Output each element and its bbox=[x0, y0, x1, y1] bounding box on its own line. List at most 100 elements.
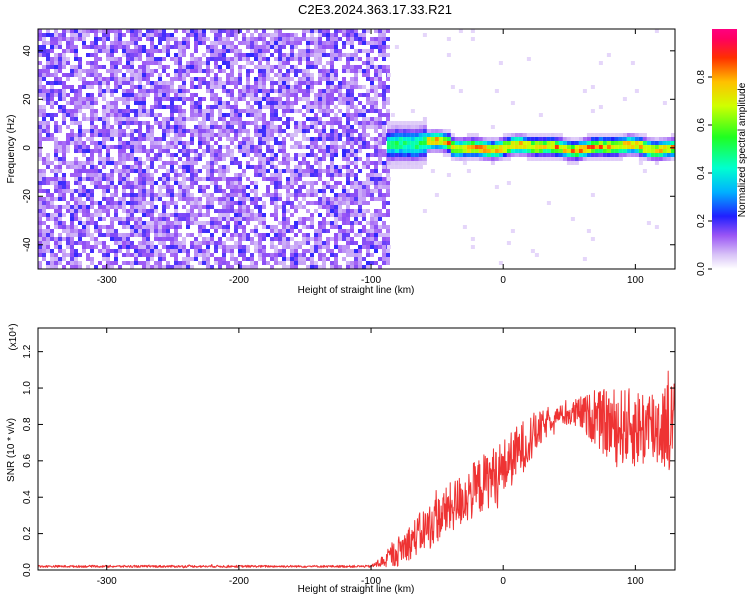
spectrogram-cell bbox=[198, 137, 202, 141]
spectrogram-cell bbox=[202, 121, 206, 125]
spectrogram-cell bbox=[198, 37, 202, 41]
spectrogram-cell bbox=[94, 141, 98, 145]
spectrogram-cell bbox=[42, 245, 46, 249]
spectrogram-cell bbox=[226, 245, 230, 249]
spectrogram-cell bbox=[306, 169, 310, 173]
spectrogram-cell bbox=[182, 49, 186, 53]
spectrogram-cell bbox=[374, 57, 378, 61]
spectrogram-cell bbox=[106, 177, 110, 181]
spectrogram-cell bbox=[254, 125, 258, 129]
spectrogram-cell bbox=[314, 61, 318, 65]
spectrogram-cell bbox=[166, 145, 170, 149]
spectrogram-cell bbox=[50, 57, 54, 61]
spectrogram-cell bbox=[162, 49, 166, 53]
spectrogram-cell bbox=[46, 65, 50, 69]
spectrogram-cell bbox=[74, 233, 78, 237]
spectrogram-cell bbox=[354, 201, 358, 205]
spectrogram-cell bbox=[42, 157, 46, 161]
spectrogram-cell bbox=[50, 169, 54, 173]
spectrogram-cell bbox=[530, 137, 535, 141]
spectrogram-cell bbox=[598, 153, 603, 157]
spectrogram-cell bbox=[138, 189, 142, 193]
spectrogram-cell bbox=[458, 137, 463, 141]
spectrogram-cell bbox=[302, 69, 306, 73]
spectrogram-cell bbox=[214, 217, 218, 221]
spectrogram-cell bbox=[214, 73, 218, 77]
spectrogram-cell bbox=[446, 173, 451, 177]
snr-y-axis-label: SNR (10 * v/v) bbox=[6, 418, 17, 482]
spectrogram-cell bbox=[378, 229, 382, 233]
spectrogram-cell bbox=[130, 81, 134, 85]
spectrogram-cell bbox=[194, 241, 198, 245]
spectrogram-cell bbox=[350, 33, 354, 37]
spectrogram-cell bbox=[378, 241, 382, 245]
spectrogram-cell bbox=[302, 261, 306, 265]
spectrogram-cell bbox=[190, 201, 194, 205]
spectrogram-cell bbox=[90, 97, 94, 101]
spectrogram-cell bbox=[606, 149, 611, 153]
spectrogram-cell bbox=[78, 141, 82, 145]
spectrogram-cell bbox=[310, 165, 314, 169]
spectrogram-cell bbox=[266, 225, 270, 229]
spectrogram-cell bbox=[174, 45, 178, 49]
spectrogram-cell bbox=[166, 45, 170, 49]
spectrogram-cell bbox=[330, 177, 334, 181]
spectrogram-cell bbox=[322, 217, 326, 221]
spectrogram-cell bbox=[122, 77, 126, 81]
spectrogram-cell bbox=[310, 29, 314, 33]
spectrogram-cell bbox=[566, 145, 571, 149]
spectrogram-cell bbox=[134, 145, 138, 149]
spectrogram-cell bbox=[398, 145, 403, 149]
spectrogram-cell bbox=[118, 173, 122, 177]
spectrogram-cell bbox=[138, 137, 142, 141]
spectrogram-cell bbox=[262, 157, 266, 161]
spectrogram-cell bbox=[606, 133, 611, 137]
spectrogram-cell bbox=[374, 101, 378, 105]
spectrogram-cell bbox=[310, 189, 314, 193]
spectrogram-cell bbox=[198, 29, 202, 33]
spectrogram-cell bbox=[374, 137, 378, 141]
spectrogram-cell bbox=[50, 133, 54, 137]
spectrogram-cell bbox=[134, 217, 138, 221]
spectrogram-cell bbox=[178, 105, 182, 109]
spectrogram-cell bbox=[382, 37, 386, 41]
spectrogram-cell bbox=[114, 85, 118, 89]
spectrogram-cell bbox=[282, 85, 286, 89]
spectrogram-cell bbox=[78, 185, 82, 189]
spectrogram-cell bbox=[182, 73, 186, 77]
spectrogram-cell bbox=[326, 105, 330, 109]
spectrogram-cell bbox=[286, 237, 290, 241]
spectrogram-cell bbox=[358, 193, 362, 197]
spectrogram-cell bbox=[386, 121, 391, 125]
spectrogram-cell bbox=[182, 257, 186, 261]
spectrogram-cell bbox=[210, 193, 214, 197]
spectrogram-cell bbox=[326, 137, 330, 141]
spectrogram-cell bbox=[210, 133, 214, 137]
spectrogram-cell bbox=[382, 177, 386, 181]
spectrogram-cell bbox=[46, 89, 50, 93]
spectrogram-cell bbox=[350, 149, 354, 153]
spectrogram-cell bbox=[342, 77, 346, 81]
spectrogram-cell bbox=[222, 201, 226, 205]
spectrogram-cell bbox=[246, 129, 250, 133]
spectrogram-cell bbox=[162, 265, 166, 269]
spectrogram-cell bbox=[670, 153, 675, 157]
spectrogram-cell bbox=[602, 133, 607, 137]
spectrogram-cell bbox=[374, 125, 378, 129]
spectrogram-cell bbox=[238, 121, 242, 125]
spectrogram-cell bbox=[334, 117, 338, 121]
spectrogram-cell bbox=[146, 129, 150, 133]
spectrogram-cell bbox=[162, 133, 166, 137]
spectrogram-cell bbox=[74, 69, 78, 73]
spectrogram-cell bbox=[194, 173, 198, 177]
spectrogram-cell bbox=[442, 133, 447, 137]
spectrogram-cell bbox=[630, 137, 635, 141]
spectrogram-cell bbox=[242, 193, 246, 197]
spectrogram-cell bbox=[154, 217, 158, 221]
spectrogram-cell bbox=[302, 169, 306, 173]
spectrogram-cell bbox=[386, 181, 390, 185]
spectrogram-cell bbox=[38, 149, 42, 153]
spectrogram-cell bbox=[54, 41, 58, 45]
spectrogram-cell bbox=[254, 93, 258, 97]
spectrogram-cell bbox=[106, 181, 110, 185]
